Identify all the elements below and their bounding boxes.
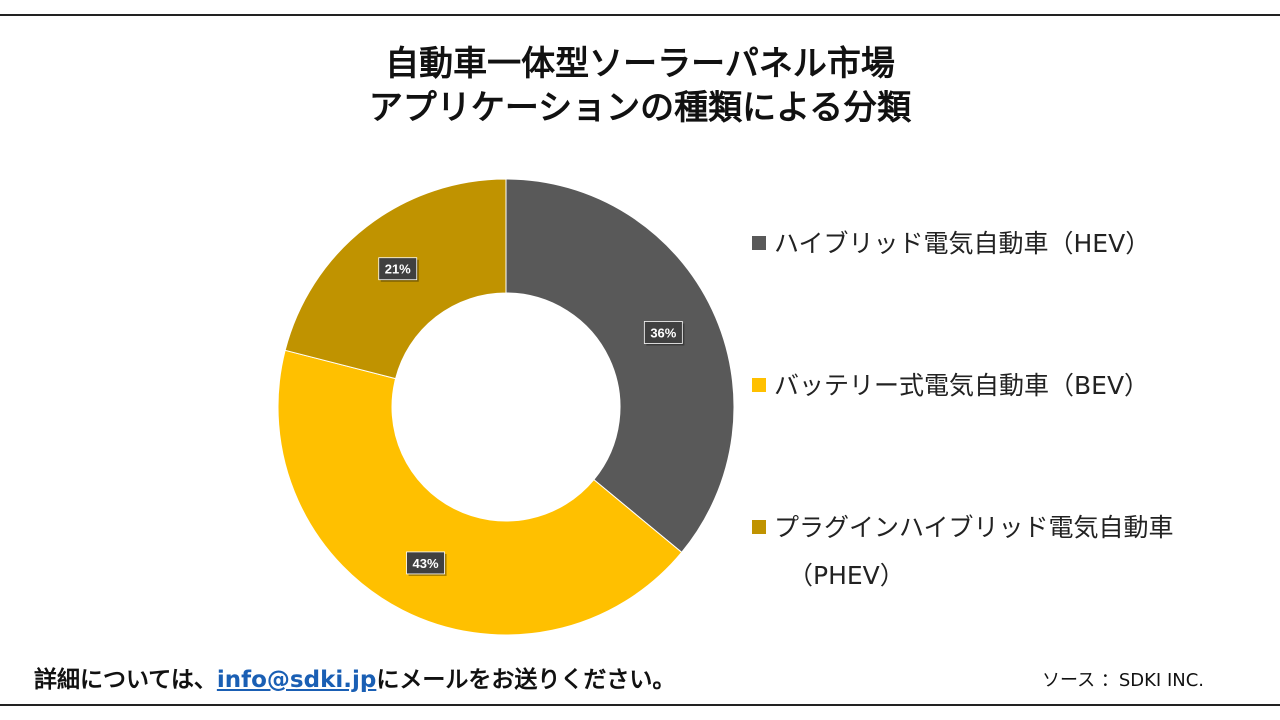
top-rule [0,14,1280,16]
legend-swatch-bev [752,378,766,392]
legend-item-phev: プラグインハイブリッド電気自動車 [752,508,1174,548]
svg-text:43%: 43% [413,556,439,571]
legend-label-phev: プラグインハイブリッド電気自動車 [774,513,1174,542]
slice-bev [277,349,683,636]
data-label-phev: 21% [378,257,419,282]
chart-title-line2: アプリケーションの種類による分類 [368,88,912,128]
legend-label-hev: ハイブリッド電気自動車（HEV） [774,229,1151,258]
data-label-hev: 36% [643,321,685,346]
legend-item-hev: ハイブリッド電気自動車（HEV） [752,224,1150,264]
legend-swatch-phev [752,520,766,534]
bottom-rule [0,704,1280,706]
svg-text:21%: 21% [385,262,411,277]
footer-prefix: 詳細については、 [34,667,217,693]
legend-label-phev-continuation: （PHEV） [788,561,905,590]
footer-contact: 詳細については、info@sdki.jpにメールをお送りください。 [34,660,675,694]
svg-text:36%: 36% [650,325,676,340]
slice-hev [505,178,735,554]
legend-swatch-hev [752,236,766,250]
email-link[interactable]: info@sdki.jp [216,667,377,693]
chart-title-line1: 自動車一体型ソーラーパネル市場 [385,44,895,84]
donut-chart: 36% 43% 21% [277,178,735,636]
footer-suffix: にメールをお送りください。 [376,667,676,693]
data-label-bev: 43% [406,551,447,576]
legend-item-bev: バッテリー式電気自動車（BEV） [752,366,1149,406]
source-credit: ソース ：SDKI INC. [1042,670,1205,691]
legend-label-bev: バッテリー式電気自動車（BEV） [774,371,1150,400]
